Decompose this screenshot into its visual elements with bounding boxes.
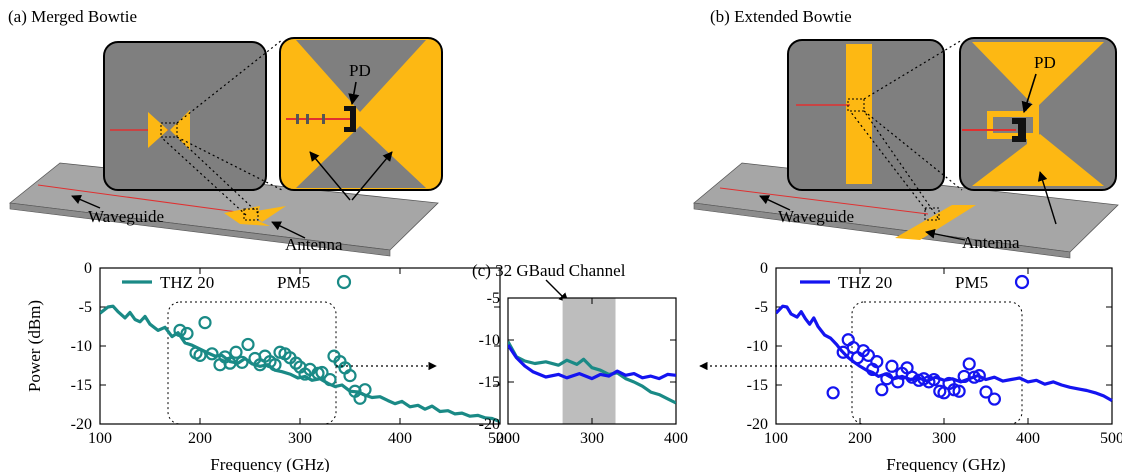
- data-point: [850, 351, 865, 365]
- data-point: [870, 355, 884, 369]
- legend-marker-swatch: [336, 274, 352, 290]
- panel-b-title: (b) Extended Bowtie: [710, 7, 852, 26]
- data-point: [927, 372, 941, 387]
- data-point: [323, 372, 337, 387]
- y-tick-label: -20: [479, 416, 500, 433]
- photodiode-a: [344, 106, 356, 132]
- x-tick-label: 500: [488, 430, 512, 447]
- data-point: [229, 345, 243, 359]
- y-tick-label: 0: [84, 260, 92, 277]
- x-tick-label: 100: [764, 430, 788, 447]
- x-tick-label: 400: [388, 430, 412, 447]
- x-tick-label: 500: [1100, 430, 1122, 447]
- data-point: [235, 355, 249, 369]
- waveguide-label-a: Waveguide: [88, 207, 164, 226]
- chart-b-axes: 100 200 300 400 500 0 -5 -10 -15 -20: [747, 260, 1122, 447]
- data-point: [315, 365, 329, 380]
- chart-a-plot: [100, 304, 500, 424]
- y-tick-label: -20: [747, 416, 768, 433]
- data-point: [343, 369, 357, 383]
- pd-label-b: PD: [1034, 53, 1056, 72]
- x-tick-label: 400: [664, 430, 688, 447]
- data-point: [180, 326, 194, 341]
- y-tick-label: -5: [79, 299, 92, 316]
- y-tick-label: -15: [479, 374, 500, 391]
- chart-a-axes: 100 200 300 400 500 0 -5 -10 -15 -20: [71, 260, 512, 447]
- legend-label: PM5: [955, 273, 988, 292]
- antenna-label-b: Antenna: [962, 233, 1020, 252]
- panel-a-title: (a) Merged Bowtie: [8, 7, 137, 26]
- data-point: [198, 316, 212, 330]
- data-point: [972, 369, 986, 383]
- x-tick-label: 300: [288, 430, 312, 447]
- data-point: [205, 347, 219, 361]
- chart-b-plot: [776, 304, 1113, 406]
- series-line-1: [508, 344, 676, 381]
- chip-antenna-b: [895, 205, 976, 240]
- chart-a-legend: THZ 20 PM5: [122, 273, 352, 292]
- data-point: [962, 357, 976, 371]
- chip-zoom-box-a: [243, 208, 259, 221]
- data-point: [885, 359, 899, 373]
- waveguide-label-b: Waveguide: [778, 207, 854, 226]
- chart-b-legend: THZ 20 PM5: [800, 273, 1030, 292]
- inset-b-antenna: [846, 44, 872, 184]
- data-point: [861, 348, 876, 362]
- data-point: [979, 385, 993, 399]
- data-point: [241, 337, 255, 352]
- data-point: [193, 348, 207, 362]
- antenna-label-a: Antenna: [285, 235, 343, 254]
- chart-b-zoom-region: [851, 301, 1023, 425]
- x-tick-label: 200: [848, 430, 872, 447]
- chart-b: Frequency (GHz) 100 200 300 400 500 0 -5 -10 -15…: [699, 260, 1122, 472]
- data-point: [173, 323, 187, 337]
- legend-label: THZ 20: [160, 273, 214, 292]
- chart-a-xlabel: Frequency (GHz): [210, 455, 329, 472]
- y-tick-label: -5: [755, 299, 768, 316]
- y-tick-label: -15: [747, 377, 768, 394]
- legend-label: THZ 20: [838, 273, 892, 292]
- chip-waveguide-a: [37, 184, 253, 215]
- chart-b-xlabel: Frequency (GHz): [886, 455, 1005, 472]
- inset-a-bowtie: [148, 112, 168, 148]
- y-tick-label: -10: [479, 332, 500, 349]
- chart-frame: [775, 267, 1113, 425]
- y-tick-label: -15: [71, 377, 92, 394]
- chart-c-axes: 200 300 400 -5 -10 -15 -20: [479, 290, 688, 447]
- x-tick-label: 300: [580, 430, 604, 447]
- photodiode-b: [1012, 118, 1026, 142]
- data-point: [268, 358, 282, 372]
- data-point: [952, 384, 966, 398]
- series-line-0: [508, 340, 676, 405]
- y-tick-label: 0: [760, 260, 768, 277]
- chip-slab-a-edge: [9, 202, 391, 257]
- y-tick-label: -10: [71, 338, 92, 355]
- chart-c: (c) 32 GBaud Channel 200 300 400 -5 -10 -15 -2…: [472, 261, 688, 447]
- series-line-0: [100, 304, 500, 424]
- legend-label: PM5: [277, 273, 310, 292]
- panel-b-illustration: (b) Extended Bowtie PD Antenna Waveguide: [693, 7, 1119, 259]
- x-tick-label: 100: [88, 430, 112, 447]
- panel-a-illustration: (a) Merged Bowtie PD A: [8, 7, 443, 257]
- legend-marker-swatch: [1014, 274, 1030, 290]
- y-tick-label: -20: [71, 416, 92, 433]
- x-tick-label: 400: [1016, 430, 1040, 447]
- data-point: [826, 386, 840, 400]
- data-point: [289, 356, 303, 370]
- chart-c-plot: [508, 340, 676, 405]
- x-tick-label: 200: [188, 430, 212, 447]
- x-tick-label: 200: [496, 430, 520, 447]
- x-tick-label: 300: [932, 430, 956, 447]
- data-point: [987, 392, 1002, 406]
- panel-c-title: (c) 32 GBaud Channel: [472, 261, 626, 280]
- data-point: [875, 383, 889, 397]
- chart-a: Power (dBm) Frequency (GHz) 100 200 300 400…: [25, 260, 512, 472]
- data-point: [358, 383, 372, 397]
- pd-label-a: PD: [349, 61, 371, 80]
- chart-a-zoom-region: [167, 301, 337, 425]
- y-tick-label: -10: [747, 338, 768, 355]
- chart-a-ylabel: Power (dBm): [25, 300, 44, 392]
- y-tick-label: -5: [487, 290, 500, 307]
